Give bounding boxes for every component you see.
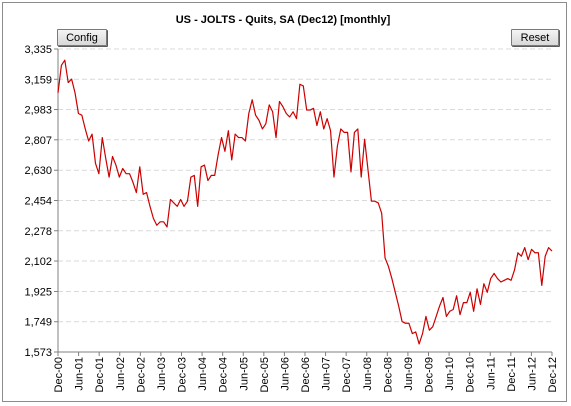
x-tick-label: Dec-00 bbox=[53, 357, 65, 392]
chart-frame: US - JOLTS - Quits, SA (Dec12) [monthly]… bbox=[2, 2, 567, 402]
x-tick-label: Jun-11 bbox=[485, 357, 497, 390]
y-tick-label: 1,573 bbox=[24, 347, 52, 359]
line-chart: US - JOLTS - Quits, SA (Dec12) [monthly]… bbox=[24, 14, 559, 392]
x-tick-label: Jun-08 bbox=[362, 357, 374, 391]
x-tick-label: Dec-02 bbox=[135, 357, 147, 392]
x-tick-label: Dec-07 bbox=[341, 357, 353, 392]
x-tick-label: Jun-02 bbox=[115, 357, 127, 391]
x-tick-label: Jun-09 bbox=[403, 357, 415, 391]
x-tick-label: Dec-05 bbox=[259, 357, 271, 392]
y-tick-label: 1,749 bbox=[24, 317, 52, 329]
config-button[interactable]: Config bbox=[57, 29, 107, 46]
y-tick-label: 2,278 bbox=[24, 226, 52, 238]
gridlines bbox=[58, 48, 552, 323]
axes bbox=[54, 48, 553, 356]
y-tick-label: 2,983 bbox=[24, 105, 52, 117]
x-tick-label: Dec-08 bbox=[382, 357, 394, 392]
x-tick-label: Dec-12 bbox=[547, 357, 559, 392]
x-tick-labels: Dec-00 Jun-01 Dec-01 Jun-02 Dec-02 Jun-03 Dec-… bbox=[53, 357, 559, 392]
chart-title: US - JOLTS - Quits, SA (Dec12) [monthly] bbox=[176, 14, 391, 26]
x-tick-label: Jun-12 bbox=[526, 357, 538, 391]
y-tick-labels: 1,573 1,749 1,925 2,102 2,278 2,454 2,630 2,807… bbox=[24, 44, 52, 359]
x-tick-label: Jun-04 bbox=[197, 357, 209, 391]
series-layer bbox=[57, 59, 553, 345]
reset-button[interactable]: Reset bbox=[511, 29, 559, 46]
x-tick-label: Dec-10 bbox=[465, 357, 477, 392]
y-tick-label: 2,102 bbox=[24, 256, 52, 268]
x-tick-label: Dec-09 bbox=[424, 357, 436, 392]
x-tick-label: Dec-06 bbox=[300, 357, 312, 392]
y-tick-label: 2,454 bbox=[24, 196, 52, 208]
y-tick-label: 3,335 bbox=[24, 44, 52, 56]
x-tick-label: Jun-10 bbox=[444, 357, 456, 391]
x-tick-label: Dec-04 bbox=[218, 357, 230, 392]
y-tick-label: 1,925 bbox=[24, 286, 52, 298]
y-tick-label: 2,630 bbox=[24, 165, 52, 177]
x-tick-label: Dec-03 bbox=[177, 357, 189, 392]
y-tick-label: 3,159 bbox=[24, 74, 52, 86]
x-tick-label: Jun-05 bbox=[238, 357, 250, 391]
series-line-quits bbox=[57, 59, 553, 345]
y-tick-label: 2,807 bbox=[24, 135, 52, 147]
x-tick-label: Dec-01 bbox=[94, 357, 106, 392]
x-tick-label: Jun-01 bbox=[74, 357, 86, 391]
x-tick-label: Dec-11 bbox=[506, 357, 518, 392]
x-tick-label: Jun-06 bbox=[279, 357, 291, 391]
x-tick-label: Jun-07 bbox=[321, 357, 333, 391]
x-tick-label: Jun-03 bbox=[156, 357, 168, 391]
